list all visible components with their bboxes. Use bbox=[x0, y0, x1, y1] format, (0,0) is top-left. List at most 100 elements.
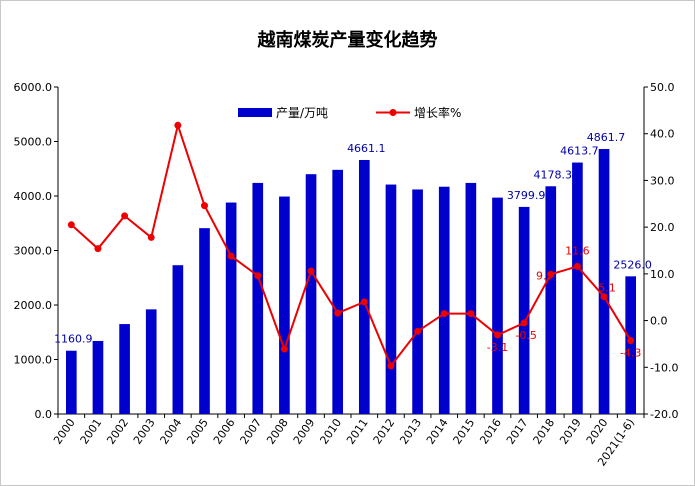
legend-line-label: 增长率% bbox=[414, 105, 461, 120]
right-tick-label: 20.0 bbox=[650, 221, 675, 234]
growth-point bbox=[280, 345, 288, 353]
x-tick-label: 2010 bbox=[317, 416, 344, 446]
bar bbox=[199, 228, 210, 414]
growth-point bbox=[121, 212, 129, 220]
right-tick-label: 30.0 bbox=[650, 174, 675, 187]
growth-point bbox=[627, 337, 635, 345]
growth-point bbox=[494, 331, 501, 339]
bar bbox=[92, 340, 104, 414]
growth-point bbox=[440, 310, 448, 318]
growth-point bbox=[600, 293, 608, 301]
legend-bar-swatch bbox=[238, 108, 272, 117]
growth-point bbox=[520, 319, 528, 327]
x-tick-label: 2012 bbox=[371, 416, 398, 446]
growth-line bbox=[70, 121, 632, 368]
left-tick-label: 3000.0 bbox=[14, 245, 53, 258]
x-tick-label: 2007 bbox=[238, 416, 265, 446]
bar bbox=[225, 202, 237, 414]
line-value-label: 9.9 bbox=[536, 269, 554, 282]
legend-line-marker bbox=[389, 109, 397, 116]
bar bbox=[65, 350, 77, 414]
chart-title: 越南煤炭产量变化趋势 bbox=[257, 30, 438, 51]
bar-value-label: 2526.0 bbox=[613, 258, 652, 271]
x-tick-label: 2004 bbox=[158, 416, 185, 446]
x-tick-label: 2014 bbox=[424, 416, 451, 446]
growth-point bbox=[201, 202, 208, 210]
bar-value-label: 4178.3 bbox=[534, 168, 573, 181]
x-tick-label: 2002 bbox=[104, 416, 131, 446]
growth-point bbox=[467, 310, 475, 318]
bar bbox=[545, 186, 557, 414]
bar bbox=[145, 309, 157, 414]
x-tick-label: 2006 bbox=[211, 416, 238, 446]
x-tick-label: 2019 bbox=[557, 416, 584, 446]
x-tick-label: 2011 bbox=[344, 416, 371, 446]
growth-point bbox=[67, 221, 75, 229]
right-tick-label: -20.0 bbox=[650, 408, 678, 421]
bar-value-label: 4861.7 bbox=[587, 131, 626, 144]
bar bbox=[438, 186, 450, 414]
x-tick-label: 2001 bbox=[78, 416, 105, 446]
bar bbox=[358, 159, 370, 414]
bar bbox=[412, 189, 423, 414]
bar-value-label: 1160.9 bbox=[54, 333, 93, 346]
left-tick-label: 0.0 bbox=[35, 408, 53, 421]
growth-point bbox=[547, 270, 555, 278]
growth-point bbox=[307, 267, 315, 275]
x-tick-label: 2000 bbox=[51, 416, 78, 446]
bar-value-label: 4613.7 bbox=[560, 145, 599, 158]
growth-point bbox=[94, 245, 102, 253]
bar bbox=[598, 149, 610, 414]
left-tick-label: 4000.0 bbox=[14, 190, 53, 203]
x-tick-label: 2015 bbox=[451, 416, 478, 446]
bar bbox=[332, 169, 344, 414]
bar bbox=[385, 184, 397, 414]
x-tick-label: 2017 bbox=[504, 416, 531, 446]
bar bbox=[252, 182, 264, 414]
right-tick-label: 50.0 bbox=[650, 81, 675, 94]
growth-point bbox=[387, 362, 395, 370]
right-tick-label: 40.0 bbox=[650, 128, 675, 141]
left-tick-label: 5000.0 bbox=[14, 136, 53, 149]
growth-point bbox=[573, 262, 581, 270]
bar-value-label: 4661.1 bbox=[347, 142, 386, 155]
x-tick-label: 2018 bbox=[531, 416, 558, 446]
bar bbox=[492, 197, 503, 414]
legend-bar-label: 产量/万吨 bbox=[276, 106, 328, 120]
bar bbox=[305, 174, 317, 414]
x-tick-label: 2008 bbox=[264, 416, 291, 446]
bar bbox=[279, 196, 290, 414]
right-tick-label: -10.0 bbox=[650, 361, 678, 374]
line-value-label: 5.1 bbox=[598, 282, 616, 295]
growth-point bbox=[147, 233, 155, 241]
x-tick-label: 2005 bbox=[184, 416, 211, 446]
bar bbox=[518, 206, 530, 414]
bar bbox=[119, 324, 130, 414]
line-value-label: 11.6 bbox=[565, 244, 590, 257]
growth-point bbox=[334, 309, 342, 317]
bar bbox=[465, 182, 477, 414]
growth-point bbox=[174, 121, 182, 129]
bar bbox=[172, 265, 184, 414]
x-tick-label: 2003 bbox=[131, 416, 158, 446]
right-tick-label: 10.0 bbox=[650, 268, 675, 281]
line-value-label: -0.5 bbox=[515, 329, 536, 342]
left-tick-label: 1000.0 bbox=[14, 354, 53, 367]
bar bbox=[625, 276, 637, 414]
left-tick-label: 6000.0 bbox=[14, 81, 53, 94]
bar-value-label: 3799.9 bbox=[507, 189, 546, 202]
growth-point bbox=[227, 252, 235, 260]
x-tick-label: 2009 bbox=[291, 416, 318, 446]
line-value-label: -4.3 bbox=[620, 347, 641, 360]
growth-point bbox=[254, 272, 262, 280]
x-tick-label: 2016 bbox=[477, 416, 504, 446]
line-value-label: -3.1 bbox=[487, 341, 508, 354]
right-tick-label: 0.0 bbox=[650, 315, 668, 328]
left-tick-label: 2000.0 bbox=[14, 299, 53, 312]
growth-point bbox=[414, 327, 422, 335]
growth-point bbox=[360, 298, 368, 306]
x-tick-label: 2013 bbox=[397, 416, 424, 446]
x-tick-label: 2020 bbox=[584, 416, 611, 446]
bar bbox=[572, 162, 583, 414]
